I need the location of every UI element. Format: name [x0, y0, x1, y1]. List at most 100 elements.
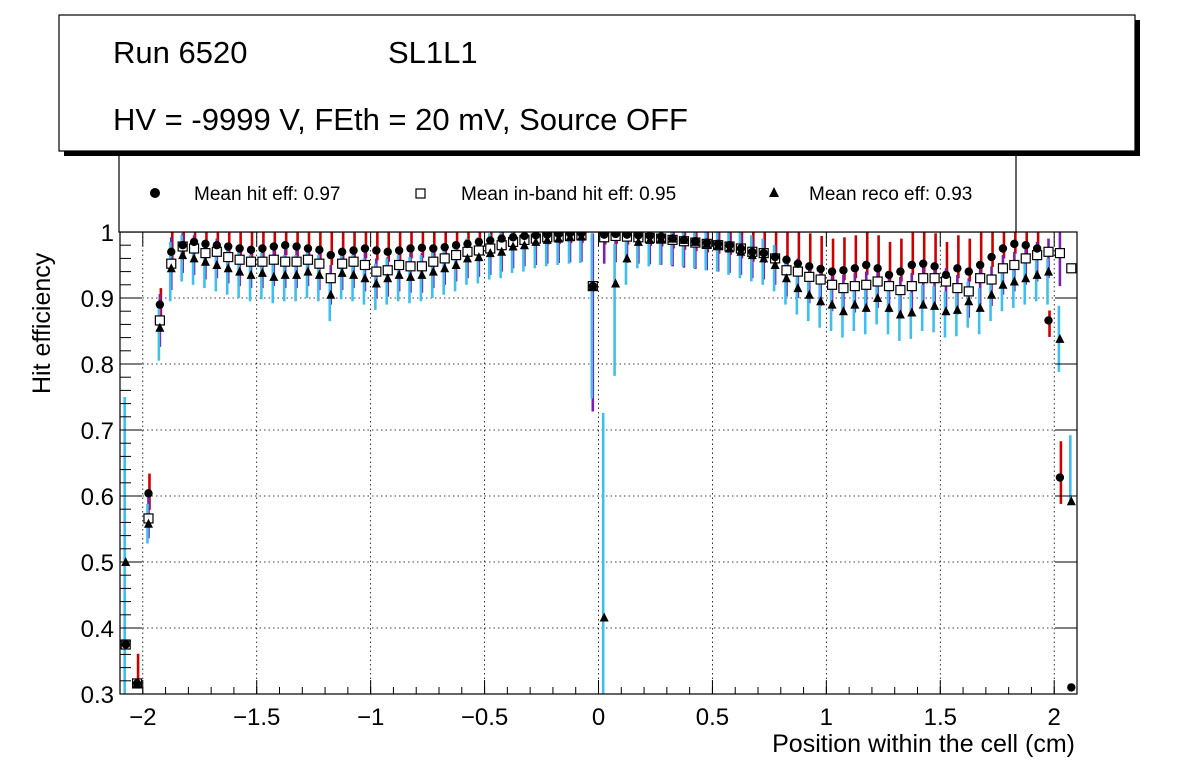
y-tick-label: 0.9 — [81, 286, 114, 313]
reco-eff-point — [292, 269, 302, 279]
reco-eff-point — [132, 678, 142, 688]
hit-eff-point — [1044, 316, 1053, 325]
reco-eff-point — [1055, 333, 1065, 343]
hit-eff-point — [155, 300, 165, 309]
reco-eff-point — [451, 260, 461, 269]
x-tick-label: −1 — [357, 704, 384, 731]
hit-eff-point — [964, 267, 973, 276]
hit-eff-point — [770, 252, 780, 262]
reco-eff-point — [303, 266, 313, 276]
reco-eff-point — [235, 266, 245, 276]
reco-eff-point — [895, 309, 905, 319]
inband-eff-point — [280, 256, 291, 267]
hit-eff-point — [326, 250, 335, 260]
reco-eff-point — [542, 234, 552, 244]
inband-eff-point — [804, 271, 815, 282]
reco-eff-point — [713, 240, 723, 250]
hit-eff-point — [201, 239, 210, 249]
hit-eff-point — [531, 231, 541, 240]
hit-eff-point — [337, 247, 347, 256]
inband-eff-point — [1066, 263, 1077, 274]
legend-box — [118, 152, 1017, 233]
hit-eff-point — [224, 242, 233, 251]
reco-eff-point — [519, 240, 529, 250]
hit-eff-point — [896, 267, 905, 276]
hit-eff-point — [269, 242, 279, 251]
reco-eff-point — [770, 260, 780, 269]
reco-eff-point — [690, 236, 700, 246]
reco-eff-point — [941, 306, 951, 316]
run-label: Run 6520 — [113, 35, 247, 70]
hit-eff-point — [189, 237, 199, 247]
reco-eff-point — [1066, 496, 1076, 506]
reco-eff-point — [383, 273, 393, 283]
hit-eff-point — [258, 244, 267, 253]
reco-eff-point — [668, 233, 678, 243]
legend-reco-label: Mean reco eff: 0.93 — [809, 184, 972, 205]
legend-circle-marker — [150, 188, 160, 198]
inband-eff-point — [906, 281, 917, 292]
reco-eff-point — [349, 269, 359, 279]
inband-eff-point — [1054, 248, 1066, 259]
reco-eff-point — [747, 250, 757, 260]
legend-inband-label: Mean in-band hit eff: 0.95 — [461, 184, 676, 205]
legend-square-marker — [415, 188, 426, 199]
reco-eff-point — [337, 267, 347, 277]
reco-eff-point — [850, 299, 860, 309]
reco-eff-point — [918, 299, 928, 309]
legend: Mean hit eff: 0.97 Mean in-band hit eff:… — [118, 152, 1017, 233]
reco-eff-point — [793, 283, 803, 293]
reco-eff-point — [143, 518, 153, 528]
y-tick-label: 0.8 — [81, 352, 114, 379]
hit-eff-point — [383, 247, 392, 256]
hit-eff-point — [930, 262, 939, 271]
y-tick-label: 0.3 — [81, 682, 114, 709]
hit-eff-point — [508, 233, 518, 242]
reco-eff-point — [497, 246, 507, 256]
y-tick-label: 0.5 — [81, 550, 114, 577]
hit-eff-point — [463, 239, 472, 249]
reco-eff-point — [611, 278, 621, 288]
hit-eff-point — [987, 252, 996, 262]
reco-eff-point — [531, 236, 541, 246]
data-markers — [120, 229, 1077, 692]
reco-eff-point — [861, 302, 871, 312]
hit-eff-point — [907, 260, 917, 270]
hit-eff-point — [520, 231, 529, 241]
reco-eff-point — [645, 234, 655, 244]
reco-eff-point — [428, 266, 438, 276]
hit-eff-point — [497, 234, 506, 243]
inband-eff-point — [371, 266, 382, 277]
reco-eff-point — [964, 296, 974, 306]
hit-eff-point — [1010, 239, 1019, 249]
inband-eff-point — [268, 254, 279, 265]
reco-eff-point — [166, 263, 176, 273]
conditions-label: HV = -9999 V, FEth = 20 mV, Source OFF — [113, 102, 688, 137]
legend-hit-label: Mean hit eff: 0.97 — [194, 184, 340, 205]
reco-eff-point — [884, 302, 894, 312]
inband-eff-point — [314, 258, 325, 269]
hit-eff-point — [805, 262, 814, 271]
layer-label: SL1L1 — [388, 35, 478, 70]
inband-eff-point — [952, 283, 963, 294]
hit-eff-point — [440, 242, 449, 252]
hit-eff-point — [816, 264, 825, 274]
reco-eff-point — [588, 281, 598, 291]
header-panel: Run 6520 SL1L1 HV = -9999 V, FEth = 20 m… — [58, 14, 1140, 156]
inband-eff-point — [963, 286, 974, 297]
inband-eff-point — [986, 274, 997, 285]
reco-eff-point — [930, 300, 940, 310]
hit-eff-point — [474, 237, 484, 247]
reco-eff-point — [975, 302, 985, 312]
reco-eff-point — [189, 253, 199, 263]
inband-eff-point — [325, 273, 336, 284]
reco-eff-point — [987, 289, 997, 299]
inband-eff-point — [826, 279, 838, 290]
reco-eff-point — [622, 253, 632, 263]
reco-eff-point — [178, 250, 188, 260]
reco-eff-point — [485, 248, 495, 258]
hit-eff-point — [839, 266, 848, 275]
reco-eff-point — [725, 243, 735, 253]
hit-eff-point — [417, 243, 427, 253]
